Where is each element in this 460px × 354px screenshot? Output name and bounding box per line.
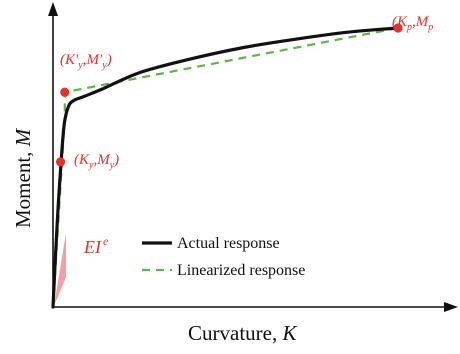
plastic-point-marker (393, 23, 403, 33)
linearized-response-line (51, 26, 399, 308)
y-axis-label: Moment, M (11, 127, 35, 228)
legend: Actual response Linearized response (142, 235, 305, 279)
axes (48, 2, 458, 312)
yield-prime-point-label: (K′y,M′y) (60, 52, 112, 71)
x-axis-arrowhead (444, 302, 458, 312)
yield-point-label: (Ky,My) (74, 152, 119, 171)
legend-linearized-label: Linearized response (177, 262, 305, 279)
key-point-markers (56, 23, 403, 167)
yield-point-marker (56, 157, 66, 167)
initial-stiffness-triangle (54, 233, 66, 306)
yield-prime-point-marker (60, 87, 70, 97)
actual-response-line (51, 26, 400, 309)
x-axis-label: Curvature, K (188, 321, 297, 345)
legend-actual-label: Actual response (177, 235, 280, 252)
elastic-stiffness-label: EI e (83, 234, 109, 257)
plastic-point-label: (Kp,Mp (392, 14, 433, 33)
y-axis-arrowhead (48, 2, 58, 16)
